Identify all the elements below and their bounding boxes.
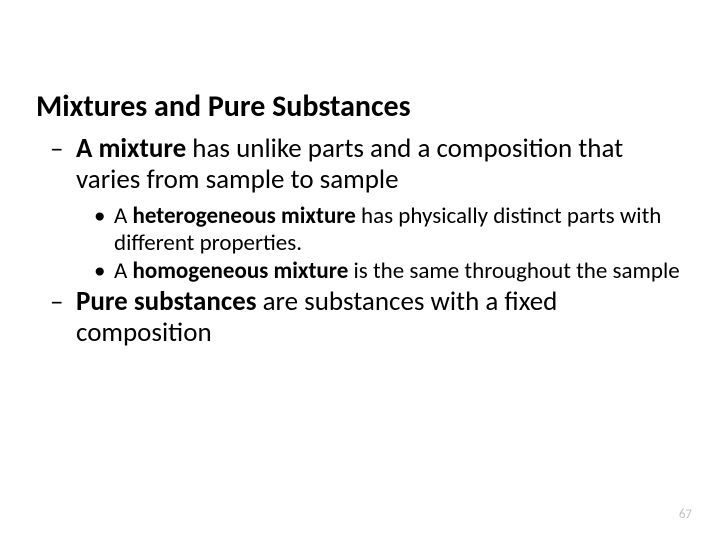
- slide-container: Mixtures and Pure Substances – A mixture…: [0, 0, 720, 540]
- dash-icon: –: [50, 286, 63, 317]
- text-het-pre: A: [114, 202, 133, 230]
- bullet-icon: •: [94, 203, 105, 229]
- bullet-homogeneous: • A homogeneous mixture is the same thro…: [36, 258, 684, 284]
- bullet-pure-substances: – Pure substances are substances with a …: [36, 286, 684, 348]
- bullet-icon: •: [94, 258, 105, 284]
- page-number: 67: [679, 507, 692, 522]
- bold-term-mixture: A mixture: [76, 132, 186, 165]
- bold-term-pure: Pure substances: [76, 285, 257, 318]
- slide-title: Mixtures and Pure Substances: [36, 90, 684, 123]
- bullet-mixture: – A mixture has unlike parts and a compo…: [36, 133, 684, 195]
- text-hom-rest: is the same throughout the sample: [348, 257, 679, 285]
- bold-term-homogeneous: homogeneous mixture: [133, 257, 349, 285]
- bullet-heterogeneous: • A heterogeneous mixture has physically…: [36, 203, 684, 256]
- text-hom-pre: A: [114, 257, 133, 285]
- dash-icon: –: [50, 133, 63, 164]
- bold-term-heterogeneous: heterogeneous mixture: [133, 202, 356, 230]
